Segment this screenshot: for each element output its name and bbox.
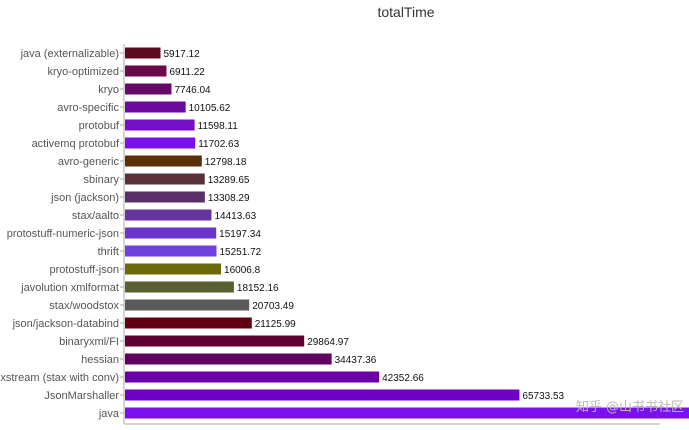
watermark: 知乎 @山书书社区 (576, 399, 684, 415)
value-label: 7746.04 (174, 85, 211, 96)
category-label: xstream (stax with conv) (0, 372, 119, 384)
category-label: JsonMarshaller (44, 390, 119, 402)
value-label: 18152.16 (237, 283, 279, 294)
bar (125, 137, 196, 149)
category-label: avro-specific (57, 102, 119, 114)
category-label: activemq protobuf (32, 138, 120, 150)
value-label: 16006.8 (224, 265, 261, 276)
category-label: stax/woodstox (49, 300, 119, 312)
category-label: sbinary (84, 174, 120, 186)
bar (125, 317, 252, 329)
category-label: stax/aalto (72, 210, 119, 222)
bar (125, 173, 205, 185)
bar (125, 335, 305, 347)
category-label: avro-generic (58, 156, 120, 168)
bar (125, 227, 217, 239)
bar (125, 263, 222, 275)
category-label: protostuff-json (49, 264, 119, 276)
value-label: 13308.29 (208, 193, 250, 204)
value-label: 15197.34 (219, 229, 261, 240)
value-label: 10105.62 (189, 103, 231, 114)
value-label: 11598.11 (198, 121, 239, 132)
category-label: kryo (98, 84, 119, 96)
category-label: thrift (98, 246, 119, 258)
category-label: protostuff-numeric-json (7, 228, 119, 240)
bar (125, 191, 205, 203)
bar (125, 47, 161, 59)
bar (125, 371, 380, 383)
bar (125, 245, 217, 257)
chart-title: totalTime (377, 4, 434, 20)
value-label: 12798.18 (205, 157, 247, 168)
bar (125, 65, 167, 77)
value-label: 21125.99 (255, 319, 296, 330)
category-label: java (externalizable) (20, 48, 119, 60)
bars-group: java (externalizable) 5917.12 kryo-optimiz… (0, 47, 689, 420)
value-label: 34437.36 (335, 355, 377, 366)
value-label: 11702.63 (198, 139, 239, 150)
value-label: 6911.22 (169, 67, 205, 78)
bar (125, 389, 520, 401)
bar (125, 209, 212, 221)
category-label: hessian (81, 354, 119, 366)
bar (125, 101, 186, 113)
value-label: 14413.63 (214, 211, 256, 222)
bar (125, 83, 172, 95)
category-label: protobuf (79, 120, 120, 132)
bar (125, 407, 689, 419)
bar (125, 353, 332, 365)
value-label: 42352.66 (382, 373, 424, 384)
value-label: 29864.97 (307, 337, 349, 348)
value-label: 13289.65 (208, 175, 250, 186)
category-label: binaryxml/FI (59, 336, 119, 348)
bar (125, 155, 202, 167)
value-label: 5917.12 (164, 49, 201, 60)
category-label: java (98, 408, 120, 420)
category-label: json/jackson-databind (12, 318, 119, 330)
bar (125, 119, 195, 131)
bar (125, 299, 250, 311)
category-label: kryo-optimized (47, 66, 119, 78)
category-label: json (jackson) (50, 192, 119, 204)
value-label: 20703.49 (252, 301, 294, 312)
bar (125, 281, 234, 293)
category-label: javolution xmlformat (20, 282, 119, 294)
value-label: 15251.72 (220, 247, 262, 258)
value-label: 65733.53 (522, 391, 564, 402)
